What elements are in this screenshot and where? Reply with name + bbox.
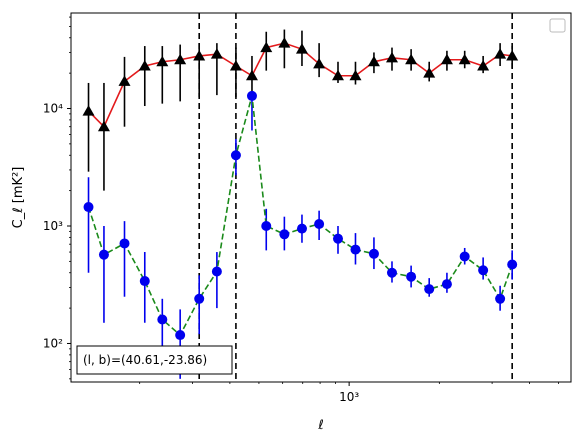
series-1-point-21 — [459, 251, 470, 262]
series-0-point-24 — [506, 49, 519, 61]
series-0-point-7 — [210, 48, 223, 59]
series-0-point-21 — [458, 53, 471, 65]
series-1-point-16 — [368, 248, 379, 259]
y-tick-label-0: 10² — [43, 336, 63, 350]
series-0-point-9 — [245, 69, 258, 81]
series-0-point-20 — [440, 53, 453, 65]
series-1-point-17 — [386, 267, 397, 278]
series-1-point-18 — [406, 271, 417, 282]
data-series — [82, 29, 519, 379]
series-0-point-13 — [313, 57, 326, 69]
series-1-line — [87, 95, 513, 337]
axes-frame — [70, 12, 572, 383]
annotation-box — [76, 345, 233, 375]
series-0-point-12 — [295, 43, 308, 54]
series-1-point-5 — [175, 330, 186, 341]
series-0-point-11 — [278, 37, 291, 48]
series-0-point-4 — [156, 55, 169, 67]
series-1-point-12 — [296, 223, 307, 234]
series-1-point-10 — [261, 220, 272, 231]
y-tick-label-2: 10⁴ — [43, 102, 63, 116]
series-1-point-4 — [157, 314, 168, 325]
series-0-point-16 — [367, 55, 380, 67]
series-1-point-23 — [495, 293, 506, 304]
series-1-point-7 — [211, 266, 222, 277]
series-1-point-14 — [332, 233, 343, 244]
series-0-point-22 — [477, 60, 490, 71]
series-0-point-3 — [138, 60, 151, 71]
series-1-point-20 — [441, 279, 452, 290]
series-0-point-17 — [385, 51, 398, 63]
x-tick-label-0: 10³ — [339, 390, 359, 404]
series-0 — [82, 29, 519, 191]
series-1-point-8 — [230, 150, 241, 161]
annotation-text: (l, b)=(40.61,-23.86) — [83, 353, 207, 367]
series-1-point-13 — [314, 218, 325, 229]
series-1-point-2 — [119, 238, 130, 249]
series-1-point-15 — [350, 244, 361, 255]
y-tick-label-1: 10³ — [43, 219, 63, 233]
series-1-point-9 — [246, 90, 257, 101]
coordinate-annotation: (l, b)=(40.61,-23.86) — [76, 345, 233, 375]
y-axis-label: C_ℓ [mK²] — [11, 167, 26, 229]
series-0-point-23 — [494, 48, 507, 59]
series-0-point-15 — [349, 69, 362, 81]
series-1-point-0 — [83, 202, 94, 213]
series-1-point-19 — [424, 284, 435, 295]
legend-box — [549, 18, 566, 33]
series-0-point-8 — [229, 60, 242, 71]
series-0-point-0 — [82, 105, 95, 116]
series-1-point-3 — [139, 276, 150, 287]
series-1-point-6 — [194, 293, 205, 304]
series-0-point-19 — [423, 67, 436, 78]
series-0-point-10 — [260, 41, 273, 53]
series-0-point-18 — [405, 53, 418, 65]
series-0-point-2 — [118, 75, 131, 86]
axis-ticks: 10² 10³ 10⁴ 10³ — [43, 16, 559, 404]
series-0-point-1 — [97, 120, 110, 132]
plot-area: 10² 10³ 10⁴ 10³ — [43, 12, 572, 404]
series-0-point-14 — [331, 69, 344, 81]
series-1-point-1 — [98, 249, 109, 260]
series-0-point-6 — [193, 49, 206, 61]
x-axis-label: ℓ — [317, 418, 323, 433]
series-1-point-22 — [478, 265, 489, 276]
series-1 — [83, 90, 518, 379]
series-0-point-5 — [174, 53, 187, 65]
series-1-point-24 — [507, 259, 518, 270]
series-1-point-11 — [279, 229, 290, 240]
series-0-line — [87, 42, 513, 129]
